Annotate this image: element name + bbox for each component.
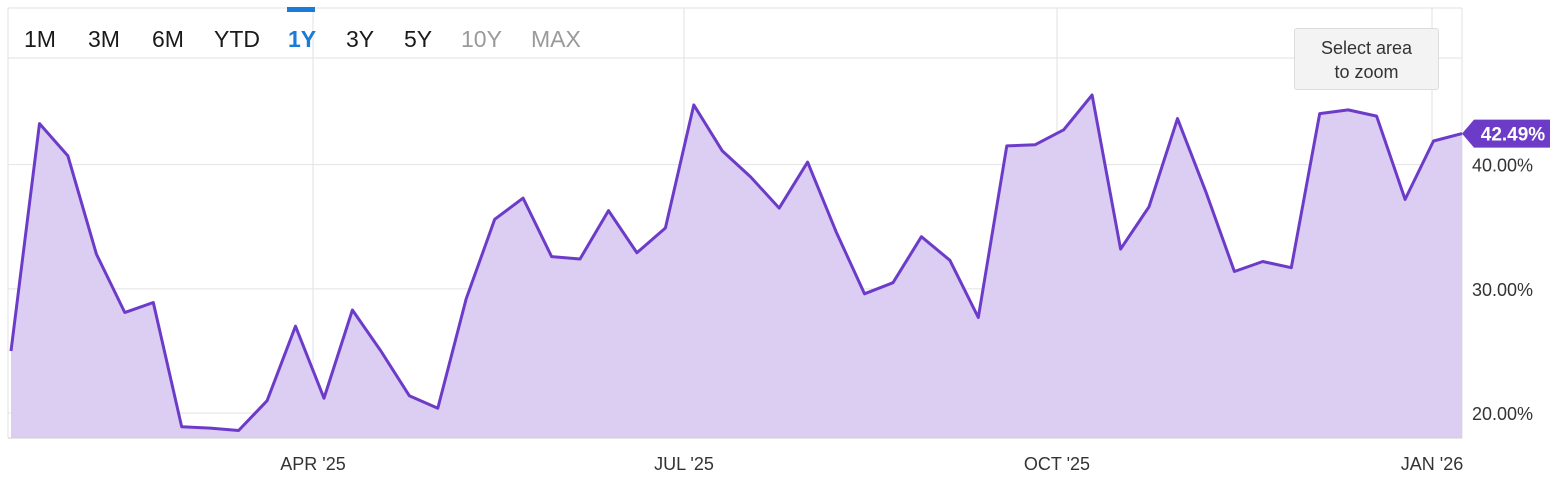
zoom-hint-line-2: to zoom <box>1334 62 1399 82</box>
series-line <box>9 93 1463 432</box>
range-button-ytd[interactable]: YTD <box>214 26 260 52</box>
range-button-10y: 10Y <box>461 26 502 52</box>
x-tick-label: JUL '25 <box>654 454 714 474</box>
y-tick-label: 40.00% <box>1472 156 1533 176</box>
zoom-hint: Select area to zoom <box>1294 28 1439 90</box>
x-tick-label: OCT '25 <box>1024 454 1090 474</box>
range-button-6m[interactable]: 6M <box>152 26 184 52</box>
current-value-badge: 42.49% <box>1462 119 1550 148</box>
current-value-badge-shape <box>1462 119 1550 148</box>
area-fill <box>11 95 1462 438</box>
x-axis-labels: APR '25 JUL '25 OCT '25 JAN '26 <box>280 454 1463 474</box>
active-range-indicator <box>287 7 315 12</box>
x-tick-label: APR '25 <box>280 454 345 474</box>
range-button-max: MAX <box>531 26 581 52</box>
zoom-hint-line-1: Select area <box>1320 38 1413 58</box>
x-tick-label: JAN '26 <box>1401 454 1463 474</box>
range-button-3y[interactable]: 3Y <box>346 26 375 52</box>
range-button-1y[interactable]: 1Y <box>288 26 317 52</box>
range-button-5y[interactable]: 5Y <box>404 26 433 52</box>
y-tick-label: 30.00% <box>1472 280 1533 300</box>
y-tick-label: 20.00% <box>1472 404 1533 424</box>
range-button-1m[interactable]: 1M <box>24 26 56 52</box>
current-value-label: 42.49% <box>1481 125 1546 146</box>
range-button-3m[interactable]: 3M <box>88 26 120 52</box>
y-axis-labels: 20.00% 30.00% 40.00% <box>1472 156 1533 425</box>
